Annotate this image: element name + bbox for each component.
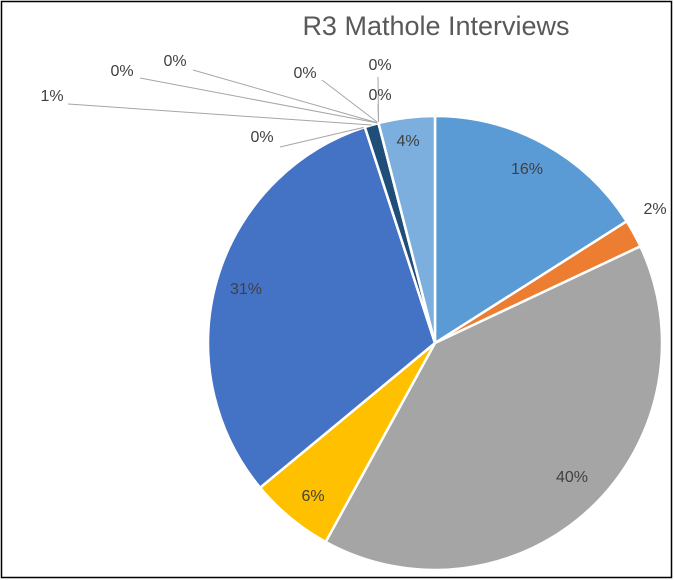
- data-label: 0%: [368, 87, 391, 104]
- data-label: 0%: [250, 129, 273, 146]
- leader-line: [279, 126, 365, 148]
- pie-slice: [323, 244, 664, 572]
- data-label: 6%: [301, 488, 324, 505]
- leader-line: [321, 79, 379, 124]
- leader-line: [192, 69, 379, 124]
- leader-line: [377, 103, 380, 124]
- data-label: 1%: [40, 88, 63, 105]
- pie-slice: [377, 114, 437, 344]
- data-label: 2%: [643, 201, 666, 218]
- data-label: 0%: [293, 65, 316, 82]
- data-label: 4%: [396, 133, 419, 150]
- data-label: 31%: [230, 281, 262, 298]
- data-label: 0%: [163, 53, 186, 70]
- leader-line: [67, 103, 372, 126]
- data-label: 40%: [556, 469, 588, 486]
- leader-line: [139, 77, 379, 124]
- pie-slice: [206, 125, 437, 490]
- data-label: 16%: [511, 161, 543, 178]
- data-label: 0%: [110, 63, 133, 80]
- pie-slice: [433, 114, 629, 346]
- chart-title: R3 Mathole Interviews: [302, 11, 569, 41]
- data-label: 0%: [368, 57, 391, 74]
